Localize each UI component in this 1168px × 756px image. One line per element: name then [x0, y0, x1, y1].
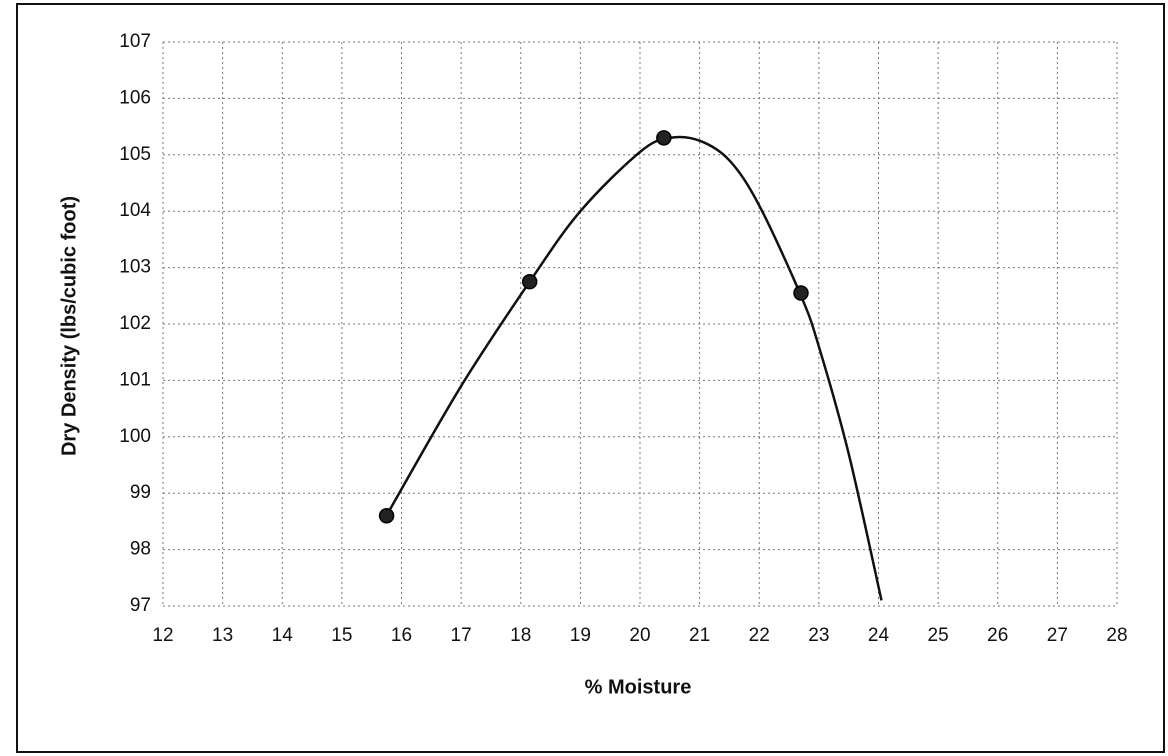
x-tick-label: 12 [152, 625, 173, 646]
y-tick-label: 104 [119, 200, 151, 221]
x-tick-label: 25 [928, 625, 949, 646]
x-tick-label: 13 [212, 625, 233, 646]
x-tick-label: 19 [570, 625, 591, 646]
x-tick-label: 22 [749, 625, 770, 646]
y-tick-label: 98 [130, 539, 151, 560]
x-tick-label: 14 [272, 625, 294, 646]
y-axis-title: Dry Density (lbs/cubic foot) [58, 196, 80, 456]
data-point [378, 508, 395, 524]
data-point [656, 130, 672, 146]
x-tick-label: 17 [451, 625, 472, 646]
x-tick-label: 15 [331, 625, 352, 646]
y-tick-label: 100 [119, 426, 151, 447]
x-tick-label: 23 [808, 625, 829, 646]
data-point [793, 285, 809, 301]
x-tick-label: 28 [1106, 625, 1127, 646]
x-tick-label: 27 [1047, 625, 1068, 646]
x-tick-label: 26 [987, 625, 1008, 646]
x-tick-label: 24 [868, 625, 890, 646]
data-point [521, 273, 538, 290]
x-tick-label: 20 [629, 625, 650, 646]
y-tick-label: 105 [119, 144, 151, 165]
y-tick-label: 101 [119, 369, 151, 390]
x-tick-label: 18 [510, 625, 531, 646]
fit-curve [388, 135, 883, 601]
y-tick-label: 103 [119, 257, 151, 278]
y-tick-label: 97 [130, 595, 151, 616]
x-tick-label: 16 [391, 625, 412, 646]
x-axis-title: % Moisture [585, 676, 692, 698]
x-tick-label: 21 [689, 625, 710, 646]
y-tick-label: 107 [119, 31, 151, 52]
y-tick-label: 102 [119, 313, 151, 334]
y-tick-label: 99 [130, 482, 151, 503]
frame [16, 3, 1165, 753]
y-tick-label: 106 [119, 87, 151, 108]
